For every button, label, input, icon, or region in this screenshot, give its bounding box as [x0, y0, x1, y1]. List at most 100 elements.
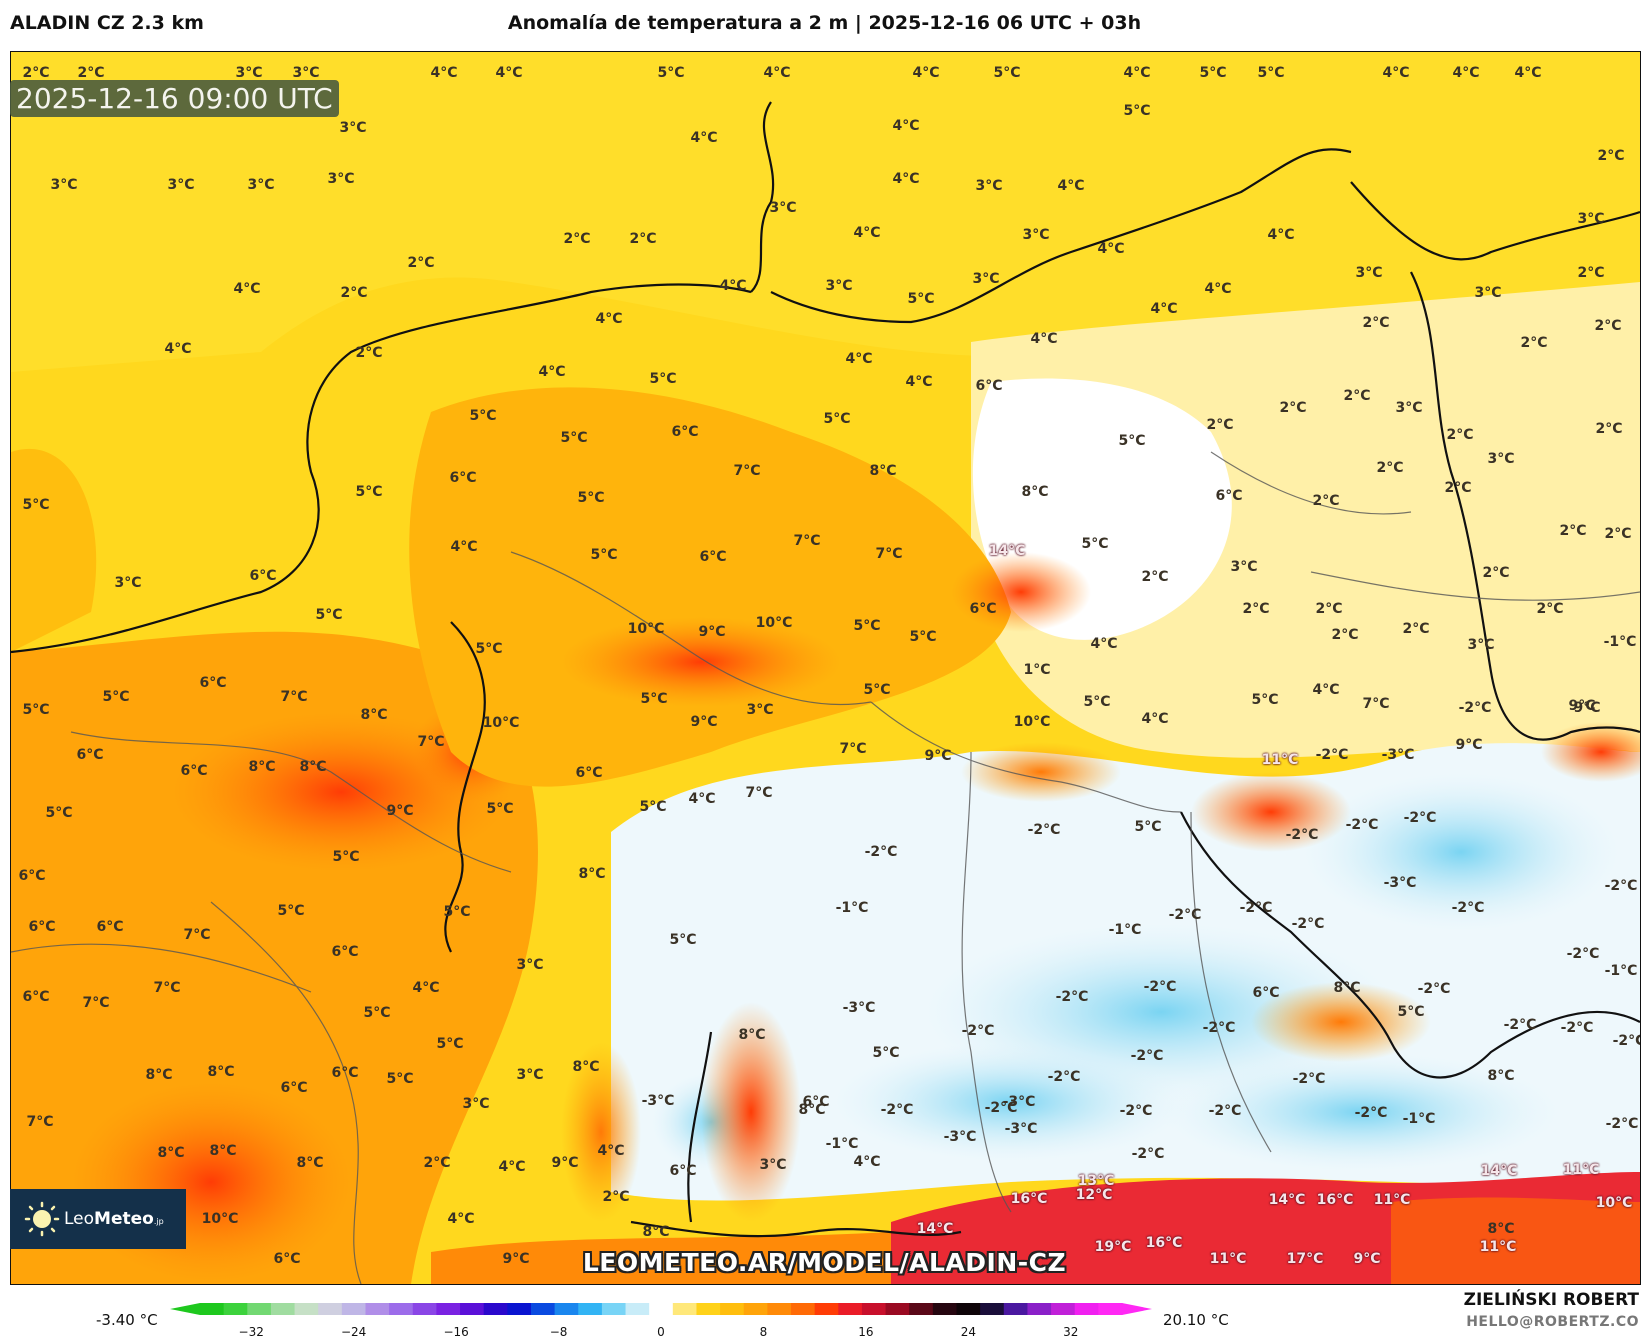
temperature-label: -2°C — [1458, 700, 1492, 716]
temperature-label: 3°C — [1022, 227, 1050, 243]
temperature-label: 16°C — [1010, 1191, 1048, 1207]
temperature-label: 9°C — [1568, 698, 1596, 714]
temperature-label: -2°C — [1208, 1103, 1242, 1119]
temperature-label: 3°C — [1577, 211, 1605, 227]
temperature-label: 3°C — [292, 65, 320, 81]
temperature-label: 5°C — [1397, 1004, 1425, 1020]
temperature-label: 4°C — [1097, 241, 1125, 257]
temperature-label: 2°C — [1595, 421, 1623, 437]
temperature-label: 8°C — [248, 759, 276, 775]
temperature-label: 6°C — [249, 568, 277, 584]
temperature-label: -2°C — [1027, 822, 1061, 838]
temperature-label: 5°C — [823, 411, 851, 427]
temperature-label: 3°C — [1355, 265, 1383, 281]
temperature-label: 4°C — [1204, 281, 1232, 297]
temperature-label: -2°C — [1451, 900, 1485, 916]
temperature-label: 6°C — [331, 1065, 359, 1081]
temperature-label: -3°C — [1381, 747, 1415, 763]
temperature-label: 9°C — [551, 1155, 579, 1171]
temperature-label: 4°C — [1452, 65, 1480, 81]
temperature-label: -3°C — [641, 1093, 675, 1109]
temperature-label: 3°C — [247, 177, 275, 193]
temperature-label: 2°C — [1444, 480, 1472, 496]
chart-title: Anomalía de temperatura a 2 m | 2025-12-… — [507, 12, 1142, 34]
temperature-label: -2°C — [1566, 946, 1600, 962]
temperature-label: 4°C — [1382, 65, 1410, 81]
temperature-label: 1°C — [1023, 662, 1051, 678]
colorbar-tick: 16 — [858, 1325, 874, 1339]
temperature-label: 2°C — [1242, 601, 1270, 617]
colorbar-tick: −24 — [340, 1325, 367, 1339]
temperature-label: -2°C — [880, 1102, 914, 1118]
temperature-label: 2°C — [563, 231, 591, 247]
temperature-label: 9°C — [1353, 1251, 1381, 1267]
temperature-label: -2°C — [1354, 1105, 1388, 1121]
temperature-label: 4°C — [450, 539, 478, 555]
temperature-label: 7°C — [733, 463, 761, 479]
temperature-label: 4°C — [233, 281, 261, 297]
leometeo-logo[interactable]: LeoMeteo.jp — [10, 1189, 186, 1249]
temperature-label: 4°C — [905, 374, 933, 390]
temperature-label: -2°C — [1503, 1017, 1537, 1033]
logo-text: LeoMeteo.jp — [64, 1209, 164, 1229]
temperature-label: -2°C — [1417, 981, 1451, 997]
temperature-label: 4°C — [412, 980, 440, 996]
temperature-label: 6°C — [669, 1163, 697, 1179]
temperature-label: 2°C — [1520, 335, 1548, 351]
temperature-label: 6°C — [671, 424, 699, 440]
temperature-label: -2°C — [1605, 1116, 1639, 1132]
temperature-label: 5°C — [386, 1071, 414, 1087]
temperature-label: 6°C — [699, 549, 727, 565]
temperature-label: 3°C — [1230, 559, 1258, 575]
colorbar-tick: 0 — [657, 1325, 665, 1339]
temperature-label: -2°C — [1168, 907, 1202, 923]
temperature-label: 2°C — [1577, 265, 1605, 281]
sun-icon — [24, 1201, 60, 1237]
colorbar-min-label: -3.40 °C — [96, 1311, 158, 1329]
temperature-label: 2°C — [1376, 460, 1404, 476]
temperature-label: 5°C — [657, 65, 685, 81]
temperature-label: -2°C — [1131, 1146, 1165, 1162]
temperature-label: 8°C — [578, 866, 606, 882]
temperature-label: 6°C — [1215, 488, 1243, 504]
temperature-label: 8°C — [572, 1059, 600, 1075]
temperature-label: 14°C — [988, 543, 1026, 559]
temperature-label: 19°C — [1094, 1239, 1132, 1255]
temperature-label: 8°C — [209, 1143, 237, 1159]
temperature-label: 3°C — [972, 271, 1000, 287]
temperature-label: 4°C — [853, 225, 881, 241]
temperature-label: 9°C — [1455, 737, 1483, 753]
temperature-label: 2°C — [407, 255, 435, 271]
temperature-label: -2°C — [984, 1100, 1018, 1116]
author-email[interactable]: HELLO@ROBERTZ.CO — [1466, 1314, 1639, 1330]
temperature-label: 5°C — [560, 430, 588, 446]
temperature-label: 4°C — [1057, 178, 1085, 194]
temperature-label: 10°C — [1013, 714, 1051, 730]
temperature-label: -2°C — [1047, 1069, 1081, 1085]
temperature-label: 2°C — [1279, 400, 1307, 416]
temperature-label: 5°C — [577, 490, 605, 506]
temperature-label: 5°C — [363, 1005, 391, 1021]
temperature-label: 5°C — [1123, 103, 1151, 119]
temperature-label: 6°C — [575, 765, 603, 781]
temperature-label: 2°C — [1559, 523, 1587, 539]
temperature-label: 5°C — [475, 641, 503, 657]
temperature-label: 16°C — [1145, 1235, 1183, 1251]
colorbar-tick: 24 — [960, 1325, 976, 1339]
colorbar-max-label: 20.10 °C — [1163, 1311, 1229, 1329]
temperature-label: 5°C — [1083, 694, 1111, 710]
colorbar — [170, 1301, 1152, 1317]
temperature-label: 10°C — [482, 715, 520, 731]
temperature-label: 4°C — [1267, 227, 1295, 243]
temperature-label: 3°C — [114, 575, 142, 591]
temperature-label: 2°C — [22, 65, 50, 81]
temperature-label: 6°C — [199, 675, 227, 691]
temperature-label: 7°C — [82, 995, 110, 1011]
temperature-label: 5°C — [1199, 65, 1227, 81]
temperature-label: 5°C — [993, 65, 1021, 81]
temperature-label: 7°C — [793, 533, 821, 549]
temperature-label: -3°C — [943, 1129, 977, 1145]
temperature-label: 9°C — [1573, 700, 1601, 716]
temperature-label: 6°C — [802, 1094, 830, 1110]
temperature-label: 2°C — [602, 1189, 630, 1205]
